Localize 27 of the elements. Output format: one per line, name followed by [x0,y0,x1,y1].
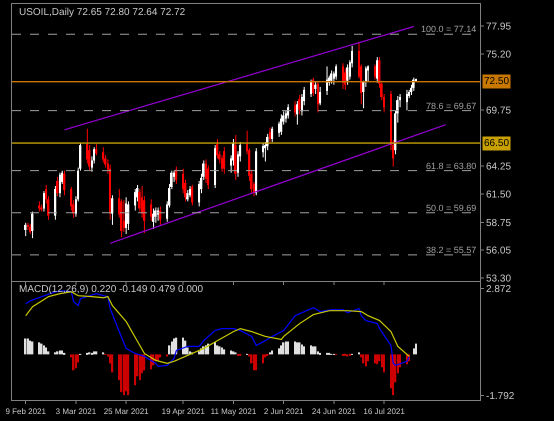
x-tick-label: 11 May 2021 [210,406,257,416]
x-tick-label: 9 Feb 2021 [5,406,46,416]
ref-line-label: 78.6 = 69.67 [426,101,476,111]
x-tick-label: 2 Jun 2021 [264,406,304,416]
y-tick-label: 75.20 [486,50,512,61]
y-tick-label: 64.25 [486,162,512,173]
ref-line-label: 50.0 = 59.69 [426,203,476,213]
y-tick-label: 58.75 [486,218,512,229]
x-tick-label: 3 Mar 2021 [56,406,97,416]
chart-title: MACD(12,26,9) 0.220 -0.149 0.479 0.000 [19,284,204,295]
ref-line-label: 66.50 [484,138,510,149]
chart-title: USOIL,Daily 72.65 72.80 72.64 72.72 [19,7,186,18]
y-tick-label: 53.30 [486,274,512,285]
y-tick-label: 77.95 [486,21,512,32]
ref-line-label: 61.8 = 63.80 [426,161,476,171]
ref-line-label: 72.50 [484,76,510,87]
x-tick-label: 16 Jul 2021 [363,406,406,416]
y-tick-label: -1.792 [486,391,515,402]
y-tick-label: 2.872 [486,284,512,295]
x-tick-label: 19 Apr 2021 [162,406,206,416]
y-tick-label: 69.75 [486,105,512,116]
x-tick-label: 25 Mar 2021 [104,406,150,416]
x-tick-label: 24 Jun 2021 [312,406,356,416]
y-tick-label: 56.05 [486,245,512,256]
ref-line-label: 38.2 = 55.57 [426,245,476,255]
y-tick-label: 61.50 [486,190,512,201]
ref-line-label: 100.0 = 77.14 [421,24,476,34]
